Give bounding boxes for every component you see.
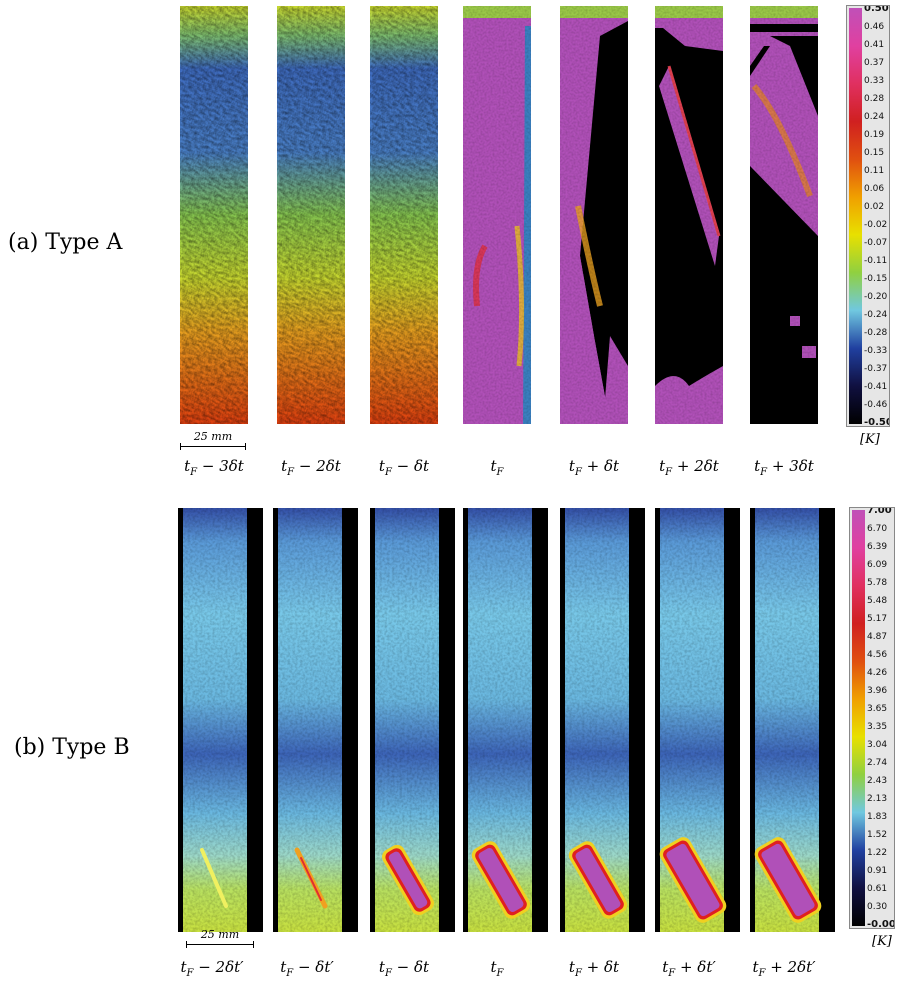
colorbar-tick-label: 6.70 bbox=[867, 524, 888, 534]
colorbar-tick-label: 2.74 bbox=[867, 758, 888, 768]
colorbar-tick-label: 0.28 bbox=[864, 94, 885, 104]
row-b-frame-image bbox=[560, 508, 645, 932]
row-a-colorbar: 0.50 0.46 0.41 0.37 0.33 0.28 0.24 0.19 0.15 0.11… bbox=[846, 5, 890, 427]
row-b-frame-image bbox=[370, 508, 455, 932]
row-b-frame-image bbox=[463, 508, 548, 932]
row-a-frame-label: tF bbox=[490, 457, 504, 478]
row-a-frame-image bbox=[277, 6, 345, 424]
colorbar-tick-label: 0.19 bbox=[864, 130, 885, 140]
colorbar-tick-label: -0.02 bbox=[864, 220, 888, 230]
colorbar-tick-label: 1.83 bbox=[867, 812, 888, 822]
colorbar-tick-label: -0.37 bbox=[864, 364, 888, 374]
row-a-frame-label: tF + 2δt bbox=[659, 457, 719, 478]
row-a-frame-image bbox=[463, 6, 531, 424]
colorbar-tick-label: 1.22 bbox=[867, 848, 888, 858]
colorbar-tick-label: 0.15 bbox=[864, 148, 885, 158]
colorbar-tick-label: 0.33 bbox=[864, 76, 885, 86]
colorbar-tick-label: 4.56 bbox=[867, 650, 888, 660]
colorbar-tick-label: -0.41 bbox=[864, 382, 888, 392]
row-a-frame-image bbox=[750, 6, 818, 424]
colorbar-tick-label: -0.24 bbox=[864, 310, 888, 320]
row-b-colorbar-unit: [K] bbox=[872, 934, 892, 949]
row-a-frame-image bbox=[370, 6, 438, 424]
colorbar-tick-label: -0.11 bbox=[864, 256, 888, 266]
colorbar-tick-label: 5.78 bbox=[867, 578, 888, 588]
colorbar-tick-label: -0.46 bbox=[864, 400, 888, 410]
row-a-colorbar-gradient bbox=[849, 8, 862, 424]
row-b-colorbar: 7.00 6.70 6.39 6.09 5.78 5.48 5.17 4.87 4.56 4.26… bbox=[849, 507, 895, 929]
row-a-scale-bar: 25 mm bbox=[180, 430, 246, 450]
row-b-frame-label: tF + 2δt′ bbox=[752, 958, 816, 979]
row-b-frame-label: tF bbox=[490, 958, 504, 979]
row-a-frame-label: tF + δt bbox=[568, 457, 620, 478]
row-b-frame-label: tF − δt bbox=[378, 958, 430, 979]
row-b-label: (b) Type B bbox=[14, 735, 130, 760]
colorbar-tick-label: 6.39 bbox=[867, 542, 888, 552]
colorbar-tick-label: 0.30 bbox=[867, 902, 888, 912]
colorbar-tick-label: 6.09 bbox=[867, 560, 888, 570]
colorbar-tick-label: 0.46 bbox=[864, 22, 885, 32]
colorbar-tick-label: -0.07 bbox=[864, 238, 888, 248]
colorbar-tick-label: 2.43 bbox=[867, 776, 888, 786]
row-b-frame-image bbox=[273, 508, 358, 932]
colorbar-tick-label: 0.50 bbox=[864, 5, 889, 14]
colorbar-tick-label: 3.04 bbox=[867, 740, 888, 750]
row-b-frame-label: tF + δt′ bbox=[662, 958, 716, 979]
colorbar-tick-label: 0.91 bbox=[867, 866, 888, 876]
colorbar-tick-label: -0.28 bbox=[864, 328, 888, 338]
row-a-frame-image bbox=[560, 6, 628, 424]
colorbar-tick-label: -0.33 bbox=[864, 346, 888, 356]
row-b-frame-image bbox=[750, 508, 835, 932]
row-b-frame-label: tF − δt′ bbox=[280, 958, 334, 979]
colorbar-tick-label: -0.15 bbox=[864, 274, 888, 284]
colorbar-tick-label: -0.00 bbox=[867, 919, 895, 929]
colorbar-tick-label: 0.37 bbox=[864, 58, 885, 68]
row-a-frame-label: tF − 2δt bbox=[281, 457, 341, 478]
row-a-colorbar-unit: [K] bbox=[860, 432, 880, 447]
colorbar-tick-label: 1.52 bbox=[867, 830, 888, 840]
colorbar-tick-label: 7.00 bbox=[867, 507, 892, 516]
row-b-scale-bar: 25 mm bbox=[186, 928, 254, 948]
colorbar-tick-label: 5.17 bbox=[867, 614, 888, 624]
row-a-frame-label: tF − 3δt bbox=[184, 457, 244, 478]
row-a-frame-image bbox=[655, 6, 723, 424]
row-b-frame-image bbox=[655, 508, 740, 932]
colorbar-tick-label: 3.65 bbox=[867, 704, 888, 714]
colorbar-tick-label: -0.20 bbox=[864, 292, 888, 302]
row-b-scale-text: 25 mm bbox=[200, 928, 240, 941]
colorbar-tick-label: 0.06 bbox=[864, 184, 885, 194]
row-a-frame-image bbox=[180, 6, 248, 424]
colorbar-tick-label: 4.26 bbox=[867, 668, 888, 678]
colorbar-tick-label: 0.24 bbox=[864, 112, 885, 122]
colorbar-tick-label: 4.87 bbox=[867, 632, 888, 642]
row-b-colorbar-gradient bbox=[852, 510, 865, 926]
colorbar-tick-label: 5.48 bbox=[867, 596, 888, 606]
row-b-frame-image bbox=[178, 508, 263, 932]
colorbar-tick-label: 0.61 bbox=[867, 884, 888, 894]
row-a-label: (a) Type A bbox=[8, 230, 123, 255]
row-b-frame-label: tF − 2δt′ bbox=[180, 958, 244, 979]
row-b-frame-label: tF + δt bbox=[568, 958, 620, 979]
colorbar-tick-label: 0.41 bbox=[864, 40, 885, 50]
colorbar-tick-label: 2.13 bbox=[867, 794, 888, 804]
colorbar-tick-label: 0.11 bbox=[864, 166, 885, 176]
row-a-frame-label: tF + 3δt bbox=[754, 457, 814, 478]
colorbar-tick-label: 0.02 bbox=[864, 202, 885, 212]
colorbar-tick-label: 3.35 bbox=[867, 722, 888, 732]
row-a-scale-text: 25 mm bbox=[193, 430, 233, 443]
row-a-frame-label: tF − δt bbox=[378, 457, 430, 478]
colorbar-tick-label: -0.50 bbox=[864, 417, 890, 427]
colorbar-tick-label: 3.96 bbox=[867, 686, 888, 696]
